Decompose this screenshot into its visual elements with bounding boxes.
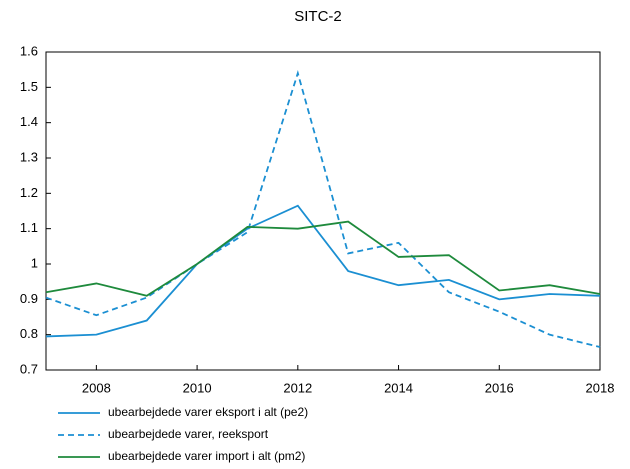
series-line [45, 204, 601, 338]
legend-label: ubearbejdede varer import i alt (pm2) [108, 449, 305, 463]
y-tick-label: 0.9 [20, 291, 38, 306]
chart-title: SITC-2 [294, 8, 342, 25]
series-line [45, 220, 601, 297]
x-tick-label: 2012 [283, 380, 312, 395]
x-tick-label: 2010 [183, 380, 212, 395]
y-tick-label: 1 [31, 255, 38, 270]
legend-label: ubearbejdede varer eksport i alt (pe2) [108, 405, 308, 419]
y-tick-label: 1.1 [20, 220, 38, 235]
y-tick-label: 1.3 [20, 149, 38, 164]
y-tick-label: 1.5 [20, 79, 38, 94]
x-tick-label: 2014 [384, 380, 413, 395]
plot-frame [45, 51, 601, 371]
y-tick-label: 1.2 [20, 185, 38, 200]
legend: ubearbejdede varer eksport i alt (pe2) ub… [58, 405, 308, 463]
y-tick-label: 1.4 [20, 114, 38, 129]
legend-label: ubearbejdede varer, reeksport [108, 427, 269, 441]
y-tick-label: 1.6 [20, 43, 38, 58]
x-tick-label: 2008 [82, 380, 111, 395]
y-tick-label: 0.8 [20, 326, 38, 341]
x-tick-label: 2018 [586, 380, 615, 395]
y-tick-label: 0.7 [20, 361, 38, 376]
x-tick-label: 2016 [485, 380, 514, 395]
series-line [45, 70, 601, 348]
